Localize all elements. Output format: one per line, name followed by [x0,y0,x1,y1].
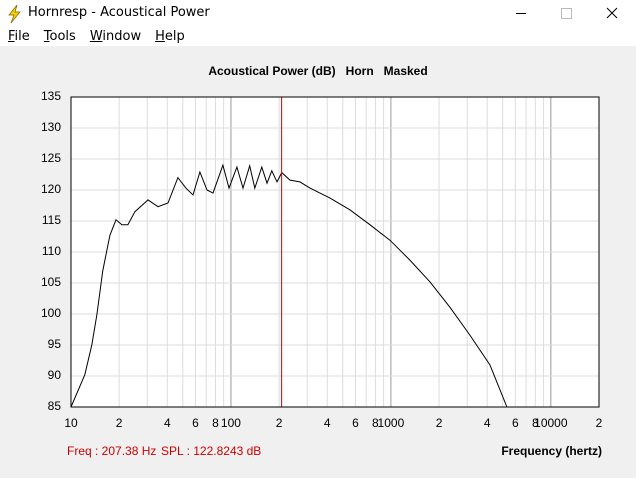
window-title: Hornresp - Acoustical Power [28,5,210,20]
chart: Acoustical Power (dB) Horn Masked Freque… [41,64,603,458]
x-tick-label: 2 [116,416,123,430]
series-line [70,163,508,408]
y-tick-label: 90 [48,368,62,382]
x-tick-label: 10 [64,416,78,430]
x-tick-label: 4 [484,416,491,430]
x-tick-label: 6 [352,416,359,430]
chart-title: Acoustical Power (dB) Horn Masked [208,64,427,78]
title-bar: Hornresp - Acoustical Power [0,0,636,27]
window-controls[interactable] [516,0,636,27]
y-tick-label: 115 [42,213,61,227]
x-tick-label: 8 [212,416,219,430]
y-tick-label: 100 [41,306,61,320]
x-tick-label: 1000 [378,416,405,430]
x-tick-label: 2 [276,416,283,430]
y-tick-label: 85 [48,399,62,413]
x-axis-label: Frequency (hertz) [501,444,602,458]
y-tick-label: 105 [41,275,61,289]
x-tick-label: 10000 [534,416,568,430]
y-tick-label: 125 [41,151,61,165]
x-tick-label: 6 [192,416,199,430]
status-freq: Freq : 207.38 Hz [67,444,156,458]
x-tick-label: 8 [532,416,539,430]
x-tick-label: 8 [372,416,379,430]
y-tick-label: 130 [41,120,61,134]
menu-item[interactable]: Tools [43,29,76,44]
plot-border [70,96,600,408]
menu-item[interactable]: Window [89,29,142,44]
y-tick-label: 110 [42,244,61,258]
menu-item[interactable]: Help [155,29,185,44]
menu-bar: File Tools Window Help [0,27,636,46]
x-tick-label: 4 [164,416,171,430]
y-tick-label: 95 [48,337,62,351]
x-tick-label: 2 [596,416,603,430]
x-tick-label: 6 [512,416,519,430]
x-tick-label: 2 [436,416,443,430]
status-spl: SPL : 122.8243 dB [161,444,261,458]
menu-item[interactable]: File [8,29,30,44]
app-icon [8,4,21,24]
x-tick-label: 100 [221,416,241,430]
maximize[interactable] [561,8,572,19]
y-tick-label: 135 [41,89,61,103]
x-tick-label: 4 [324,416,331,430]
y-tick-label: 120 [41,182,61,196]
close[interactable] [606,7,618,19]
